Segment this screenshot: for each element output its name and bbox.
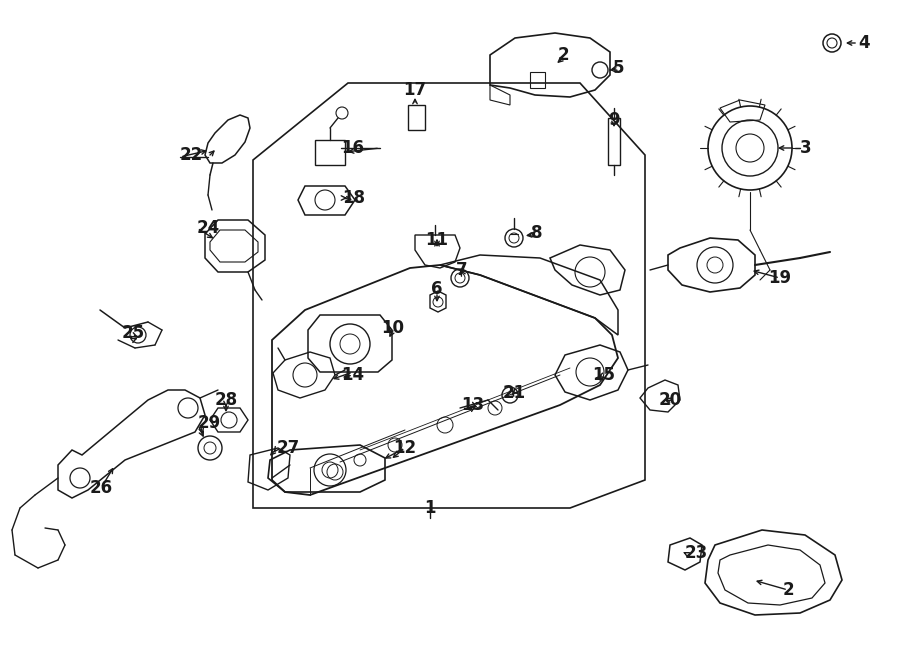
Text: 7: 7 — [456, 261, 468, 279]
Text: 14: 14 — [341, 366, 365, 384]
Text: 21: 21 — [502, 384, 526, 402]
Text: 8: 8 — [531, 224, 543, 242]
Text: 10: 10 — [382, 319, 404, 337]
Text: 26: 26 — [89, 479, 112, 497]
Text: 5: 5 — [613, 59, 625, 77]
Text: 1: 1 — [424, 499, 436, 517]
Text: 6: 6 — [431, 280, 443, 298]
Text: 4: 4 — [858, 34, 869, 52]
Text: 19: 19 — [769, 269, 792, 287]
Text: 2: 2 — [557, 46, 569, 64]
Text: 12: 12 — [393, 439, 417, 457]
Text: 24: 24 — [197, 219, 220, 237]
Text: 29: 29 — [198, 414, 221, 432]
Text: 20: 20 — [659, 391, 681, 409]
Text: 15: 15 — [592, 366, 616, 384]
Text: 28: 28 — [214, 391, 238, 409]
Text: 11: 11 — [426, 231, 448, 249]
Text: 16: 16 — [341, 139, 364, 157]
Text: 23: 23 — [685, 544, 708, 562]
Text: 25: 25 — [122, 324, 145, 342]
Text: 2: 2 — [782, 581, 794, 599]
Text: 27: 27 — [277, 439, 301, 457]
Text: 18: 18 — [342, 189, 365, 207]
Text: 22: 22 — [180, 146, 203, 164]
Text: 3: 3 — [800, 139, 812, 157]
Text: 17: 17 — [403, 81, 427, 99]
Text: 9: 9 — [608, 111, 620, 129]
Text: 13: 13 — [462, 396, 484, 414]
